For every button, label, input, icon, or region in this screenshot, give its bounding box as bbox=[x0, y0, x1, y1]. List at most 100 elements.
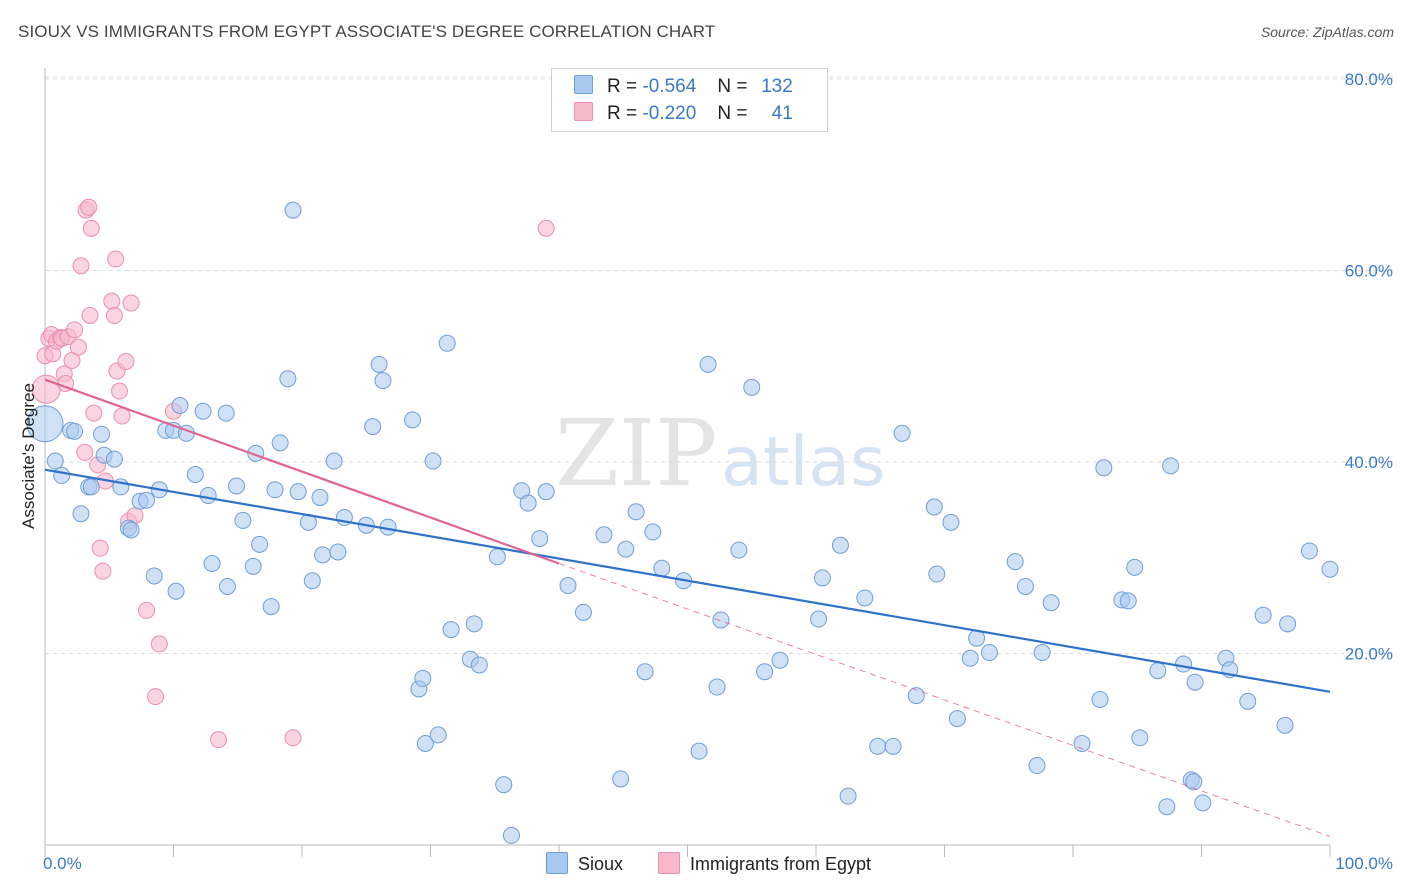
egypt-point bbox=[537, 219, 555, 237]
sioux-points bbox=[26, 201, 1339, 844]
sioux-point bbox=[907, 687, 925, 705]
sioux-point bbox=[203, 554, 221, 572]
legend-n-value: 132 bbox=[761, 76, 793, 97]
sioux-point bbox=[53, 466, 71, 484]
sioux-point bbox=[1279, 615, 1297, 633]
watermark-zip: ZIP bbox=[555, 400, 718, 507]
sioux-point bbox=[218, 577, 236, 595]
sioux-point bbox=[186, 465, 204, 483]
egypt-point bbox=[113, 407, 131, 425]
sioux-point bbox=[26, 405, 64, 443]
sioux-point bbox=[46, 452, 64, 470]
sioux-point bbox=[364, 418, 382, 436]
bottom-legend-egypt: Immigrants from Egypt bbox=[658, 852, 871, 875]
bottom-legend-swatch-egypt bbox=[658, 852, 680, 874]
egypt-point bbox=[69, 338, 87, 356]
sioux-point bbox=[325, 452, 343, 470]
sioux-point bbox=[442, 621, 460, 639]
legend-n-label: N = bbox=[717, 76, 748, 97]
sioux-point bbox=[1119, 592, 1137, 610]
x-tick-label: 100.0% bbox=[1335, 854, 1393, 873]
sioux-point bbox=[810, 610, 828, 628]
sioux-point bbox=[404, 411, 422, 429]
sioux-point bbox=[167, 582, 185, 600]
sioux-point bbox=[303, 572, 321, 590]
sioux-point bbox=[495, 776, 513, 794]
sioux-point bbox=[893, 424, 911, 442]
legend-r-label: R = bbox=[607, 76, 638, 97]
watermark: ZIPatlas bbox=[555, 400, 886, 507]
sioux-point bbox=[438, 334, 456, 352]
sioux-point bbox=[636, 663, 654, 681]
sioux-point bbox=[105, 450, 123, 468]
sioux-point bbox=[813, 569, 831, 587]
sioux-point bbox=[470, 656, 488, 674]
sioux-point bbox=[712, 611, 730, 629]
legend-swatch-sioux bbox=[574, 75, 593, 94]
sioux-point bbox=[1095, 459, 1113, 477]
egypt-point bbox=[81, 307, 99, 325]
legend-row-egypt: R = -0.220 N = 41 bbox=[574, 102, 793, 128]
sioux-point bbox=[66, 422, 84, 440]
legend-n-label: N = bbox=[717, 103, 748, 124]
bottom-legend-sioux: Sioux bbox=[546, 852, 623, 875]
sioux-point bbox=[1149, 662, 1167, 680]
y-axis-label: Associate's Degree bbox=[19, 383, 38, 529]
egypt-point bbox=[105, 307, 123, 325]
watermark-atlas: atlas bbox=[721, 423, 886, 502]
bottom-legend-swatch-sioux bbox=[546, 852, 568, 874]
sioux-point bbox=[244, 557, 262, 575]
sioux-point bbox=[942, 513, 960, 531]
sioux-point bbox=[961, 649, 979, 667]
sioux-point bbox=[1186, 673, 1204, 691]
sioux-point bbox=[1162, 457, 1180, 475]
sioux-point bbox=[699, 355, 717, 373]
sioux-point bbox=[1028, 757, 1046, 775]
sioux-point bbox=[502, 826, 520, 844]
sioux-point bbox=[771, 651, 789, 669]
y-tick-label: 20.0% bbox=[1345, 645, 1393, 664]
sioux-point bbox=[329, 543, 347, 561]
sioux-point bbox=[82, 478, 100, 496]
sioux-point bbox=[980, 644, 998, 662]
sioux-point bbox=[1126, 558, 1144, 576]
sioux-point bbox=[72, 505, 90, 523]
sioux-point bbox=[374, 372, 392, 390]
bottom-legend-label-egypt: Immigrants from Egypt bbox=[690, 854, 872, 874]
sioux-point bbox=[925, 498, 943, 516]
sioux-point bbox=[1033, 644, 1051, 662]
sioux-point bbox=[429, 726, 447, 744]
sioux-point bbox=[612, 770, 630, 788]
sioux-point bbox=[831, 536, 849, 554]
x-tick-label: 0.0% bbox=[43, 854, 82, 873]
egypt-point bbox=[284, 729, 302, 747]
trend-lines bbox=[44, 378, 1331, 837]
bottom-legend-label-sioux: Sioux bbox=[578, 854, 624, 874]
sioux-point bbox=[928, 565, 946, 583]
egypt-point bbox=[138, 601, 156, 619]
sioux-point bbox=[519, 494, 537, 512]
chart-source: Source: ZipAtlas.com bbox=[1260, 24, 1394, 40]
egypt-point bbox=[147, 688, 165, 706]
sioux-point bbox=[627, 503, 645, 521]
legend-n-value: 41 bbox=[771, 103, 793, 124]
sioux-point bbox=[644, 523, 662, 541]
sioux-point bbox=[1239, 692, 1257, 710]
sioux-point bbox=[271, 434, 289, 452]
egypt-point bbox=[72, 257, 90, 275]
sioux-point bbox=[743, 378, 761, 396]
egypt-point bbox=[66, 321, 84, 339]
y-tick-label: 40.0% bbox=[1345, 453, 1393, 472]
sioux-point bbox=[416, 735, 434, 753]
sioux-point bbox=[1321, 560, 1339, 578]
sioux-point bbox=[171, 397, 189, 415]
sioux-point bbox=[574, 603, 592, 621]
egypt-point bbox=[82, 219, 100, 237]
egypt-point bbox=[111, 382, 129, 400]
egypt-point bbox=[103, 292, 121, 310]
y-tick-label: 80.0% bbox=[1345, 70, 1393, 89]
sioux-point bbox=[1300, 542, 1318, 560]
sioux-point bbox=[145, 567, 163, 585]
sioux-point bbox=[138, 491, 156, 509]
sioux-point bbox=[289, 483, 307, 501]
